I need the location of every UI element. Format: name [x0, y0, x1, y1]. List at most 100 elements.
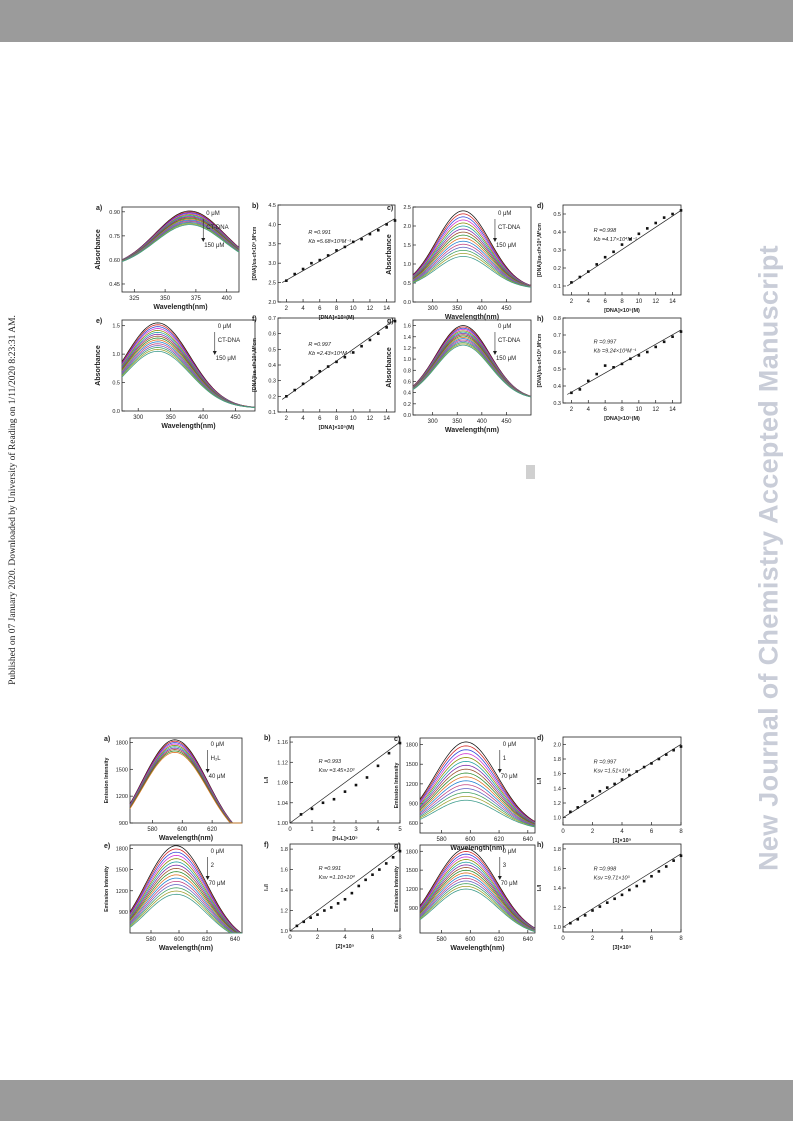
x-tick-label: 620	[207, 827, 218, 833]
spectrum-line-13	[129, 884, 242, 934]
y-axis-label: I₀/I	[537, 777, 543, 784]
fit-r-value: R =0.991	[319, 866, 341, 872]
y-tick-label: 1.0	[112, 352, 120, 358]
chart-panel-a: 325 350 375 400 0.45 0.60 0.75 0.90 a) Wavelength…	[95, 205, 240, 311]
spectrum-line-7	[129, 747, 242, 824]
annotation-end: 40 μM	[209, 774, 226, 780]
panel-label: e)	[96, 318, 102, 325]
fit-r-value: R =0.998	[594, 228, 617, 234]
y-tick-label: 0.2	[268, 394, 276, 400]
data-point	[570, 391, 573, 395]
panel-label: h)	[537, 316, 544, 323]
x-tick-label: 14	[383, 416, 390, 422]
arrow-head	[205, 769, 210, 773]
y-tick-label: 1.6	[553, 866, 561, 872]
x-tick-label: 2	[316, 935, 320, 941]
binding-constant: Kb =4.17×10⁴M⁻¹	[594, 236, 637, 243]
data-point	[657, 757, 661, 761]
chart-panel-d2: 0 2 4 6 8 1.0 1.2 1.4 1.6 1.8 2.0 d) [1]×10⁵ I₀/I R =0…	[537, 735, 683, 844]
y-tick-label: 1.4	[280, 888, 288, 894]
footer-bar	[0, 1080, 793, 1121]
y-tick-label: 4.5	[268, 203, 276, 209]
data-point	[603, 255, 607, 259]
data-point	[335, 360, 338, 364]
x-tick-label: 0	[288, 935, 292, 941]
data-point	[302, 920, 306, 924]
data-point	[620, 243, 624, 246]
chart-panel-b: 2 4 6 8 10 12 142.02.53.03.54.04.5b)[DNA]×10⁵(…	[252, 203, 397, 321]
spectrum-line-16	[419, 799, 536, 828]
x-tick-label: 580	[437, 937, 448, 943]
panel-label: c)	[387, 205, 393, 212]
x-tick-label: 2	[591, 936, 595, 942]
spectrum-line-12	[419, 877, 536, 932]
y-tick-label: 1200	[406, 887, 418, 893]
panel-label: e)	[104, 843, 110, 850]
data-point	[391, 856, 395, 859]
spectrum-line-8	[419, 867, 536, 931]
chart-panel-h: 2 4 6 8 10 12 14 0.3 0.4 0.5 0.6 0.7 0.8 h) [DNA]×10⁵(…	[537, 316, 683, 422]
x-tick-label: 12	[367, 416, 374, 422]
data-point	[376, 332, 380, 335]
x-tick-label: 580	[437, 837, 448, 843]
panel-label: d)	[537, 203, 544, 210]
x-axis-label: Wavelength(nm)	[445, 427, 499, 434]
y-tick-label: 2.5	[268, 281, 276, 287]
x-tick-label: 14	[669, 407, 676, 413]
data-point	[360, 237, 363, 241]
data-point	[371, 873, 374, 877]
annotation-start: 0 μM	[206, 211, 219, 217]
annotation-titrant: CT-DNA	[498, 338, 520, 344]
x-tick-label: 12	[367, 306, 374, 312]
fit-line	[567, 329, 682, 395]
spectrum-line-13	[419, 880, 536, 932]
x-tick-label: 14	[669, 299, 676, 305]
x-axis-label: [DNA]×10⁵(M)	[604, 308, 640, 314]
annotation-start: 0 μM	[498, 324, 511, 330]
arrow-head	[212, 351, 217, 355]
spectrum-line-3	[419, 749, 536, 823]
data-point	[357, 884, 361, 888]
journal-watermark: New Journal of Chemistry Accepted Manusc…	[753, 245, 784, 871]
data-point	[376, 228, 380, 232]
data-point	[662, 216, 666, 219]
spectrum-line-16	[412, 344, 532, 398]
spectrum-line-6	[129, 746, 242, 824]
y-axis-label: Emission Intensity	[104, 866, 110, 912]
data-point	[645, 227, 649, 230]
y-tick-label: 0.8	[553, 316, 561, 322]
fit-line	[562, 744, 682, 818]
data-point	[385, 326, 388, 329]
y-tick-label: 1.0	[553, 816, 561, 822]
y-tick-label: 0.0	[403, 413, 411, 419]
spectrum-line-9	[419, 869, 536, 931]
binding-constant: Kb =9.24×10³M⁻¹	[594, 349, 637, 355]
y-tick-label: 1.2	[553, 801, 561, 807]
data-point	[613, 782, 616, 786]
data-point	[635, 884, 639, 888]
data-point	[398, 849, 402, 853]
plot-frame	[412, 206, 532, 303]
data-point	[393, 219, 397, 222]
spectrum-line-5	[129, 744, 242, 824]
data-point	[679, 330, 683, 333]
y-tick-label: 1.04	[277, 801, 288, 807]
data-point	[679, 209, 683, 212]
spectrum-line-11	[121, 341, 256, 408]
data-point	[650, 874, 653, 878]
x-tick-label: 6	[603, 299, 607, 305]
data-point	[679, 854, 683, 858]
data-point	[301, 382, 305, 386]
x-axis-label: [H₂L]×10⁵	[332, 836, 358, 842]
data-point	[628, 888, 631, 892]
x-tick-label: 8	[620, 299, 624, 305]
y-axis-label: [DNA]/εa-εf×10⁹,M²cm	[537, 333, 543, 387]
y-tick-label: 3.0	[268, 261, 276, 267]
fit-r-value: R =0.997	[594, 759, 617, 765]
y-tick-label: 1.4	[553, 786, 561, 792]
data-point	[613, 897, 616, 901]
x-tick-label: 6	[318, 306, 322, 312]
x-tick-label: 4	[587, 407, 591, 413]
annotation-start: 0 μM	[503, 849, 516, 855]
x-tick-label: 450	[501, 419, 512, 425]
